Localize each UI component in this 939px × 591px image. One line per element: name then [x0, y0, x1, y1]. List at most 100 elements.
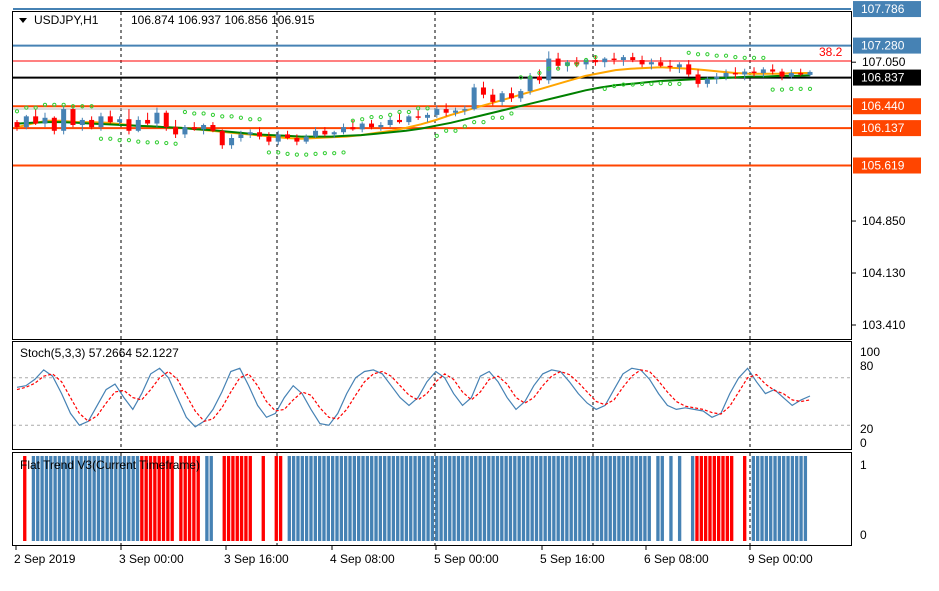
flat-trend-bar — [70, 456, 75, 541]
sar-dot — [630, 82, 635, 87]
parabolic-sar — [14, 50, 813, 157]
flat-trend-bar — [508, 456, 513, 541]
candle-body — [555, 58, 561, 66]
candle-body — [341, 127, 347, 133]
price-levels — [13, 8, 851, 167]
flat-trend-bar — [304, 456, 309, 541]
flat-trend-bar — [469, 456, 474, 541]
candle-body — [508, 93, 514, 99]
sar-dot — [248, 117, 253, 122]
stoch-label: Stoch(5,3,3) 57.2664 52.1227 — [20, 346, 179, 360]
time-axis-labels: 2 Sep 2019 3 Sep 00:00 3 Sep 16:00 4 Sep 08… — [14, 545, 813, 566]
flat-trend-bar — [205, 456, 209, 541]
flat-trend-bar — [539, 456, 543, 541]
flat-trend-bar — [716, 456, 721, 541]
flat-trend-bar — [370, 456, 374, 541]
x-tick-label: 6 Sep 08:00 — [644, 552, 709, 566]
sar-dot — [192, 111, 197, 116]
flat-trend-bar — [799, 456, 803, 541]
flat-trend-bar — [430, 456, 435, 541]
flat-trend-bar — [690, 456, 695, 541]
flat-trend-bar — [357, 456, 361, 541]
flat-trend-bar — [226, 456, 231, 541]
grid-lines — [120, 12, 751, 545]
sar-dot — [266, 150, 271, 155]
flat-trend-bar — [101, 456, 105, 541]
candle-body — [434, 109, 440, 115]
sar-dot — [593, 55, 598, 60]
flat-trend-bar — [322, 456, 326, 541]
candle-body — [527, 76, 533, 92]
flat-trend-bar — [148, 456, 153, 541]
flat-trend-bar — [625, 456, 630, 541]
sar-dot — [201, 111, 206, 116]
flat-trend-bar — [387, 456, 391, 541]
candle-body — [61, 109, 67, 131]
ohlc-label: 106.874 106.937 106.856 106.915 — [131, 13, 315, 27]
flat-trend-bar — [92, 456, 96, 541]
candle-body — [667, 65, 673, 68]
dropdown-triangle-icon[interactable] — [19, 18, 27, 23]
sar-dot — [98, 136, 104, 141]
candle-body — [695, 74, 701, 84]
candle-body — [229, 138, 235, 146]
flat-trend-bar — [66, 456, 70, 541]
flat-trend-bar — [291, 456, 296, 541]
flat-trend-bar — [521, 456, 526, 541]
flat-trend-bar — [396, 456, 400, 541]
flat-trend-bar — [677, 456, 682, 541]
candle-body — [350, 127, 356, 130]
stoch-level-80: 80 — [860, 359, 874, 373]
price-axis-labels: 107.050104.850104.130103.410108.257107.7… — [851, 1, 921, 332]
sar-dot — [742, 55, 747, 60]
sar-dot — [705, 52, 710, 57]
flat-trend-bar — [630, 456, 634, 541]
flat-trend-bar — [803, 456, 808, 541]
flat-trend-bar — [569, 456, 573, 541]
candle-body — [490, 94, 496, 102]
sar-dot — [173, 141, 178, 146]
flat-trend-bar — [300, 456, 304, 541]
x-tick-label: 5 Sep 00:00 — [434, 552, 499, 566]
flat-trend-bar — [352, 456, 357, 541]
flat-trend-bars — [23, 456, 808, 541]
candle-body — [770, 69, 776, 72]
sar-dot — [42, 102, 48, 107]
flat-trend-bar — [44, 456, 49, 541]
flat-trend-bar — [344, 456, 348, 541]
sar-dot — [611, 83, 617, 89]
candle-body — [313, 130, 319, 137]
sar-dot — [518, 75, 523, 80]
candle-body — [602, 58, 608, 63]
candle-body — [33, 116, 39, 124]
candle-body — [126, 119, 132, 131]
flat-trend-bar — [231, 456, 235, 541]
flat-trend-bar — [560, 456, 565, 541]
sar-dot — [136, 139, 141, 144]
flat-trend-bar — [57, 456, 62, 541]
x-tick-label: 3 Sep 00:00 — [119, 552, 184, 566]
candle-body — [70, 109, 76, 126]
sar-dot — [257, 117, 262, 122]
sar-dot — [658, 81, 663, 86]
candle-body — [658, 62, 664, 66]
candle-body — [378, 125, 384, 128]
flat-level-1: 1 — [860, 458, 867, 472]
flat-trend-bar — [608, 456, 612, 541]
flat-trend-bar — [530, 456, 534, 541]
flat-trend-bar — [296, 456, 300, 541]
flat-trend-bar — [729, 456, 734, 541]
moving-averages — [16, 66, 811, 140]
sar-dot — [182, 109, 188, 115]
candle-body — [630, 57, 636, 61]
flat-trend-bar — [309, 456, 313, 541]
sar-dot — [80, 104, 85, 109]
x-tick-label: 9 Sep 00:00 — [748, 552, 813, 566]
sar-dot — [621, 82, 626, 87]
flat-trend-bar — [543, 456, 547, 541]
flat-trend-bar — [140, 456, 144, 541]
flat-trend-bar — [751, 456, 756, 541]
candle-body — [173, 127, 179, 135]
price-level-value: 105.619 — [861, 159, 905, 173]
